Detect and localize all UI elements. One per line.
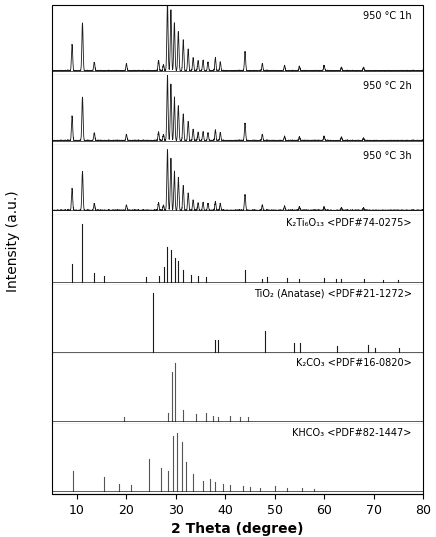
Text: 950 °C 2h: 950 °C 2h: [363, 81, 412, 91]
Text: TiO₂ (Anatase) <PDF#21-1272>: TiO₂ (Anatase) <PDF#21-1272>: [254, 288, 412, 298]
Text: K₂Ti₆O₁₃ <PDF#74-0275>: K₂Ti₆O₁₃ <PDF#74-0275>: [286, 218, 412, 228]
X-axis label: 2 Theta (degree): 2 Theta (degree): [171, 523, 304, 536]
Text: 950 °C 1h: 950 °C 1h: [363, 11, 412, 21]
Text: 950 °C 3h: 950 °C 3h: [363, 150, 412, 161]
Text: KHCO₃ <PDF#82-1447>: KHCO₃ <PDF#82-1447>: [293, 427, 412, 438]
Text: Intensity (a.u.): Intensity (a.u.): [6, 191, 20, 293]
Text: K₂CO₃ <PDF#16-0820>: K₂CO₃ <PDF#16-0820>: [296, 358, 412, 368]
